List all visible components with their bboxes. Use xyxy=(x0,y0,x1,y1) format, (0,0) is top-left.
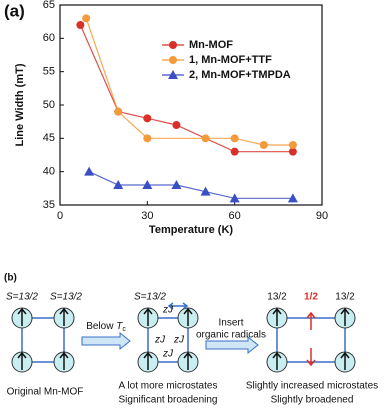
marker xyxy=(201,134,210,143)
x-tick-label: 30 xyxy=(141,210,153,222)
legend-label: Mn-MOF xyxy=(189,39,233,51)
marker xyxy=(288,141,297,149)
y-tick-label: 35 xyxy=(43,199,55,211)
x-tick-label: 60 xyxy=(229,210,241,222)
coupling: zJ xyxy=(162,349,174,360)
arrow-label: Insert xyxy=(218,318,243,329)
caption: Slightly broadened xyxy=(271,395,354,406)
marker xyxy=(143,134,152,143)
marker xyxy=(200,186,211,196)
caption: Original Mn-MOF xyxy=(7,387,84,398)
marker xyxy=(113,180,124,189)
spin-label: 1/2 xyxy=(304,292,318,303)
double-arrow xyxy=(167,302,189,310)
spin-label: S=13/2 xyxy=(50,292,82,303)
spin-label: 13/2 xyxy=(267,292,287,303)
caption: A lot more microstates xyxy=(119,381,218,392)
y-tick-label: 50 xyxy=(43,99,55,111)
y-tick-label: 65 xyxy=(43,0,55,11)
legend-label: 1, Mn-MOF+TTF xyxy=(189,54,272,66)
marker xyxy=(114,107,123,116)
y-axis-label: Line Width (mT) xyxy=(14,63,26,146)
legend-marker xyxy=(168,70,178,79)
symbol: T xyxy=(116,321,123,332)
marker xyxy=(142,180,153,189)
x-axis-label: Temperature (K) xyxy=(149,224,233,236)
chart: 35 40 45 50 55 60 65 0 30 60 90 Temperature (K) Line… xyxy=(14,0,328,236)
marker xyxy=(82,14,91,23)
x-tick-label: 90 xyxy=(316,210,328,222)
y-tick-label: 45 xyxy=(43,132,55,144)
block-arrow xyxy=(205,335,259,355)
arrow-label: organic radicals xyxy=(196,330,266,341)
marker xyxy=(76,21,85,29)
spin-label: S=13/2 xyxy=(134,292,166,303)
marker xyxy=(143,114,152,123)
panel-label: (b) xyxy=(4,273,17,284)
panel-label: (a) xyxy=(4,1,25,20)
marker xyxy=(229,193,240,203)
marker xyxy=(288,147,297,156)
coupling: zJ xyxy=(162,305,174,316)
diagram: (b) S=13/2 S=13/2 Original Mn-MOF Below … xyxy=(4,273,378,406)
marker xyxy=(259,141,268,149)
plot-frame xyxy=(59,4,323,206)
block-arrow xyxy=(81,331,131,351)
caption: Slightly increased microstates xyxy=(246,381,378,392)
text: Below xyxy=(86,321,116,332)
spin-arrows xyxy=(17,307,350,370)
marker xyxy=(171,180,182,189)
spin-label: S=13/2 xyxy=(6,292,38,303)
subscript: c xyxy=(122,326,126,333)
legend-marker xyxy=(169,41,177,49)
spin-label: 13/2 xyxy=(335,292,355,303)
coupling: zJ xyxy=(173,335,185,346)
x-tick-label: 0 xyxy=(57,210,63,222)
series-line xyxy=(79,24,293,153)
legend-marker xyxy=(169,56,177,64)
arrow-label: Below Tc xyxy=(86,321,126,333)
marker xyxy=(230,147,239,156)
marker xyxy=(84,166,95,176)
caption: Significant broadening xyxy=(119,395,218,406)
series-line xyxy=(85,18,293,146)
coupling: zJ xyxy=(154,335,166,346)
y-tick-label: 55 xyxy=(43,66,55,78)
y-tick-label: 40 xyxy=(43,166,55,178)
radical-arrows xyxy=(306,311,316,367)
legend-label: 2, Mn-MOF+TMPDA xyxy=(189,69,291,81)
y-tick-label: 60 xyxy=(43,32,55,44)
marker xyxy=(287,193,298,203)
marker xyxy=(230,134,239,143)
marker xyxy=(172,121,181,129)
